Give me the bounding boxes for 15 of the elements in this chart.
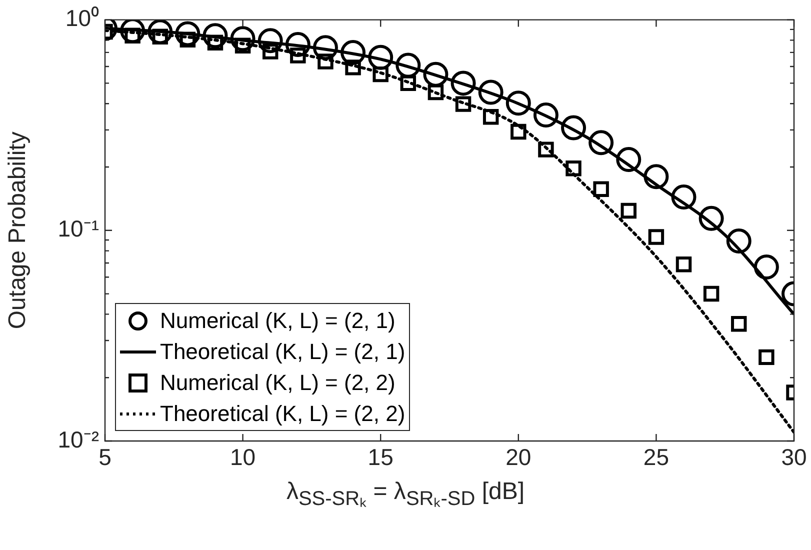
x-tick-label: 5 [98,444,112,470]
y-tick-label: 10⁰ [65,5,99,32]
y-tick-label: 10⁻² [58,426,100,452]
legend-label: Theoretical (K, L) = (2, 1) [160,338,406,364]
y-tick-label: 10⁻¹ [58,216,100,242]
legend-label: Numerical (K, L) = (2, 1) [160,308,396,334]
x-tick-label: 20 [506,444,532,470]
x-tick-label: 30 [781,444,807,470]
y-axis-title: Outage Probability [4,132,32,330]
x-tick-label: 15 [368,444,394,470]
x-axis-title: λ$_{SS-SRₖ}$ = λ$_{SRₖ-SD}$ [dB] [285,478,526,511]
legend-label: Theoretical (K, L) = (2, 2) [160,400,406,426]
x-tick-label: 25 [643,444,669,470]
x-tick-label: 10 [230,444,256,470]
legend-label: Numerical (K, L) = (2, 2) [160,370,396,396]
